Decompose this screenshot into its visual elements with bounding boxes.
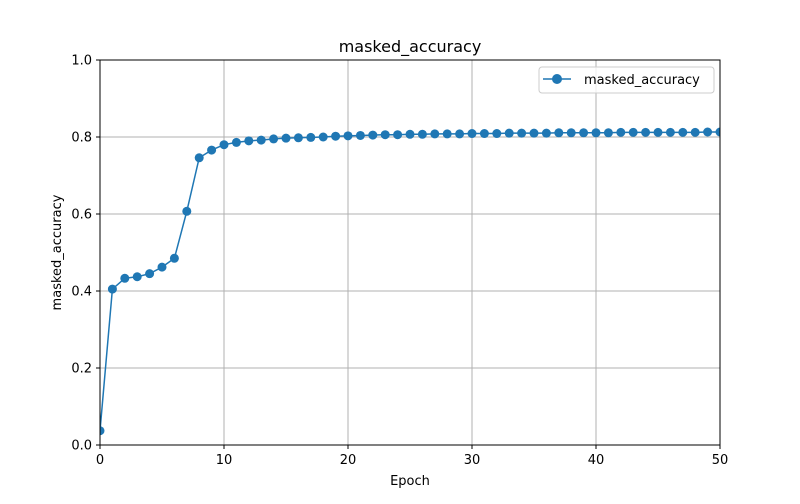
data-point (492, 129, 502, 139)
x-tick-label: 40 (588, 453, 605, 468)
x-tick-label: 20 (340, 453, 357, 468)
data-point (541, 128, 551, 138)
data-point (244, 136, 254, 146)
data-point (355, 130, 365, 140)
data-point (566, 128, 576, 138)
data-point (479, 129, 489, 139)
data-point (529, 128, 539, 138)
data-point (417, 129, 427, 139)
data-point (653, 127, 663, 137)
data-point (194, 153, 204, 163)
data-point (591, 128, 601, 138)
data-point (107, 284, 117, 294)
legend-marker-swatch (552, 74, 562, 84)
y-axis-label: masked_accuracy (50, 194, 65, 310)
y-tick-label: 1.0 (71, 54, 92, 69)
data-point (281, 133, 291, 143)
data-point (504, 128, 514, 138)
x-tick-label: 30 (464, 453, 481, 468)
data-point (442, 129, 452, 139)
y-tick-label: 0.0 (71, 439, 92, 454)
data-point (603, 128, 613, 138)
x-tick-label: 50 (712, 453, 729, 468)
data-point (678, 127, 688, 137)
data-point (100, 426, 105, 436)
data-point (145, 269, 155, 279)
grid (99, 59, 721, 446)
legend: masked_accuracy (538, 66, 715, 94)
data-point (343, 131, 353, 141)
data-point (256, 135, 266, 145)
data-point (380, 130, 390, 140)
data-point (132, 272, 142, 282)
data-point (157, 262, 167, 272)
data-point (318, 132, 328, 142)
y-tick-label: 0.6 (71, 208, 92, 223)
data-point (690, 127, 700, 137)
data-point (219, 140, 229, 150)
data-point (430, 129, 440, 139)
x-axis-label: Epoch (390, 474, 430, 489)
plot-frame (99, 59, 721, 446)
data-point (182, 206, 192, 216)
data-point (641, 127, 651, 137)
data-point (120, 273, 130, 283)
chart-title: masked_accuracy (339, 37, 482, 57)
data-point (405, 129, 415, 139)
data-point (665, 127, 675, 137)
legend-box (538, 66, 715, 94)
data-point (207, 145, 217, 155)
data-point (467, 129, 477, 139)
y-tick-label: 0.2 (71, 362, 92, 377)
data-point (715, 127, 720, 137)
x-tick-label: 10 (216, 453, 233, 468)
data-point (269, 134, 279, 144)
data-point (455, 129, 465, 139)
data-point (331, 131, 341, 141)
data-point (616, 127, 626, 137)
axis-ticks: 0 10 20 30 40 50 0.0 0.2 0.4 0.6 0.8 1.0 (71, 54, 728, 469)
data-point (368, 130, 378, 140)
data-point (554, 128, 564, 138)
data-point (517, 128, 527, 138)
series-layer (100, 127, 720, 436)
y-tick-label: 0.8 (71, 131, 92, 146)
data-point (293, 133, 303, 143)
data-point (306, 132, 316, 142)
data-point (169, 253, 179, 263)
x-tick-label: 0 (96, 453, 104, 468)
data-point (579, 128, 589, 138)
y-tick-label: 0.4 (71, 285, 92, 300)
data-point (393, 130, 403, 140)
series-line (100, 131, 720, 431)
legend-label: masked_accuracy (584, 73, 700, 88)
data-point (231, 137, 241, 147)
data-point (628, 127, 638, 137)
data-point (703, 127, 713, 137)
